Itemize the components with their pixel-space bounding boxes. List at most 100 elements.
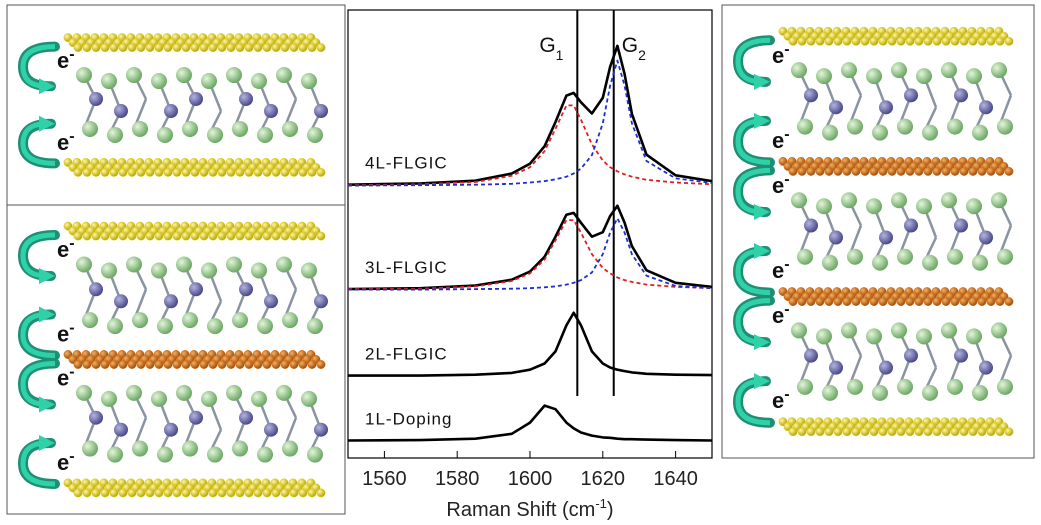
atom-green [822,255,838,271]
sheet-atom [933,37,941,45]
sheet-atom [960,37,968,45]
sheet-atom [209,360,217,368]
atom-green [82,121,98,137]
sheet-atom [128,43,136,51]
atom-green [76,67,92,83]
sheet-atom [816,167,824,175]
sheet-atom [888,297,896,305]
atom-green [282,312,298,328]
sheet-atom [146,489,154,497]
sheet-atom [317,43,325,51]
atom-green [182,121,198,137]
sheet-atom [870,297,878,305]
sheet-atom [816,297,824,305]
sheet-atom [182,168,190,176]
atom-green [972,125,988,141]
sheet-atom [209,168,217,176]
atom-green [176,67,192,83]
sheet-atom [317,489,325,497]
atom-green [157,318,173,334]
sheet-atom [227,168,235,176]
atom-green [991,192,1007,208]
sheet-atom [245,232,253,240]
atom-green [301,73,317,89]
sheet-atom [290,168,298,176]
atom-green [816,198,832,214]
sheet-atom [218,168,226,176]
sheet-atom [798,37,806,45]
sheet-atom [137,43,145,51]
sheet-atom [182,489,190,497]
sheet-atom [1005,428,1013,436]
atom-green [847,379,863,395]
sheet-atom [942,167,950,175]
series-label: 1L-Doping [365,410,452,429]
electron-symbol: e [772,303,784,328]
sheet-atom [834,428,842,436]
sheet-atom [308,489,316,497]
atom-metal [164,294,178,308]
sheet-atom [290,43,298,51]
sheet-atom [272,168,280,176]
sheet-atom [128,232,136,240]
sheet-atom [155,489,163,497]
sheet-atom [789,297,797,305]
atom-metal [114,423,128,437]
atom-green [922,255,938,271]
sheet-atom [924,428,932,436]
electron-symbol: e [57,321,69,346]
atom-metal [829,231,843,245]
sheet-atom [254,360,262,368]
sheet-atom [92,232,100,240]
sheet-atom [933,428,941,436]
atom-green [822,125,838,141]
reference-label-main: G [539,34,555,57]
sheet-atom [119,232,127,240]
sheet-atom [173,168,181,176]
sheet-atom [191,232,199,240]
sheet-atom [906,167,914,175]
sheet-atom [119,360,127,368]
sheet-atom [128,360,136,368]
sheet-atom [182,43,190,51]
sheet-atom [74,360,82,368]
atom-green [276,385,292,401]
component-line [348,220,712,289]
atom-green [991,62,1007,78]
electron-label: e- [772,126,790,153]
atom-green [307,318,323,334]
atom-metal [979,361,993,375]
electron-label: e- [772,171,790,198]
sheet-atom [236,43,244,51]
atom-metal [879,361,893,375]
x-tick-label: 1620 [581,468,626,490]
electron-symbol: e [772,258,784,283]
atom-metal [164,423,178,437]
atom-metal [979,231,993,245]
sheet-atom [843,37,851,45]
sheet-atom [209,232,217,240]
atom-green [916,328,932,344]
atom-green [897,379,913,395]
sheet-atom [155,43,163,51]
electron-label: e- [772,386,790,413]
sheet-atom [807,428,815,436]
sheet-atom [191,168,199,176]
sheet-atom [83,360,91,368]
reference-label-sub: 2 [638,47,646,63]
reference-label: G1 [539,34,563,63]
atom-green [132,312,148,328]
component-line [348,218,712,289]
sheet-atom [164,168,172,176]
sheet-atom [281,360,289,368]
atom-green [797,379,813,395]
electron-label: e- [772,301,790,328]
atom-green [891,192,907,208]
sheet-atom [236,489,244,497]
atom-metal [189,411,203,425]
electron-charge: - [784,126,789,143]
atom-green [201,73,217,89]
sheet-atom [263,168,271,176]
sheet-atom [987,428,995,436]
sheet-atom [879,428,887,436]
